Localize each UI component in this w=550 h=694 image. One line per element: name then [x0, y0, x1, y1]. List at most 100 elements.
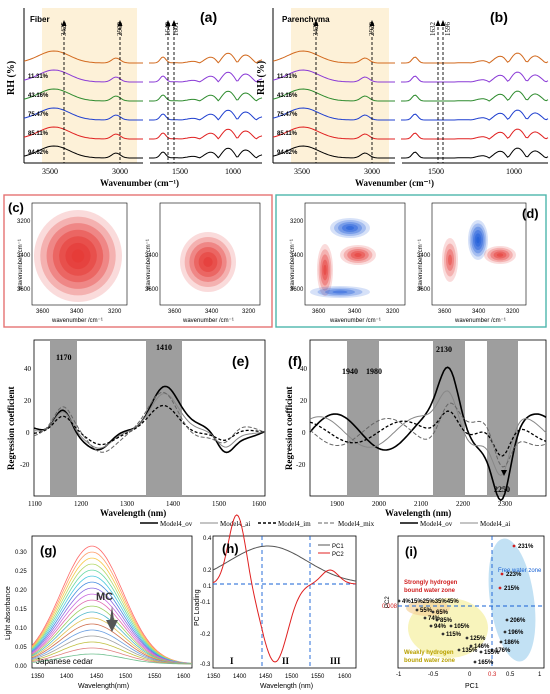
xtick-d2-2: 3200 [506, 309, 520, 315]
xtick-c2-2: 3200 [242, 309, 256, 315]
xtick-e-4: 1500 [212, 500, 227, 508]
xlabel-g: Wavelength(nm) [78, 683, 129, 690]
legend-ov: Model4_ov [160, 520, 193, 528]
scatter-label-0: 231% [518, 544, 534, 550]
ylabel-f: Regression coefficient [284, 386, 294, 470]
peak-arrow-icon-3 [440, 20, 446, 26]
spectrum-left-4 [272, 126, 395, 140]
spectrum-right-3 [401, 109, 549, 121]
ylabel-e: Regression coefficient [6, 386, 16, 470]
ylabel-h: PC Loading [194, 589, 201, 626]
spectrum-right-2 [401, 90, 549, 102]
xlabel-c1: wavenumber /cm⁻¹ [51, 318, 103, 324]
peak-e-0: 1170 [56, 353, 72, 362]
legend-pc1: PC1 [332, 544, 344, 550]
d1-blue-b-level-0 [310, 286, 370, 298]
ytick-d-2: 3600 [290, 287, 304, 293]
panel-label-a: (a) [200, 9, 217, 25]
rh-label-3: 75.47% [277, 112, 298, 118]
scatter-label-6: 176% [495, 648, 511, 654]
xlabel-d1: wavenumber /cm⁻¹ [329, 318, 381, 324]
xtick-i-3: 0.5 [506, 672, 515, 678]
scatter-point-14 [429, 624, 433, 628]
scatter-point-8 [479, 650, 483, 654]
ytick-h-7: 0.4 [203, 536, 212, 542]
xtick-h-1: 1400 [233, 674, 247, 680]
ytick-h-0: -0.3 [200, 662, 211, 668]
ytick-c2-1: 3400 [145, 253, 159, 259]
xlabel-e: Wavelength (nm) [100, 508, 166, 518]
peak-label-a-1: 2900 [116, 22, 124, 37]
zone-ii: II [282, 656, 290, 666]
xtick-g-0: 1350 [31, 674, 45, 680]
spectrum-right-0 [401, 52, 549, 64]
threshold-x: 0.3 [488, 672, 497, 678]
ylabel-d1: wavenumber /cm⁻¹ [290, 239, 296, 291]
panel-label-d: (d) [522, 206, 539, 221]
peak-arrow-icon-0 [313, 20, 319, 26]
peak-arrow-icon-1 [117, 20, 123, 26]
xtick-h-0: 1350 [207, 674, 221, 680]
ylabel-c2: wavenumber /cm⁻¹ [146, 239, 152, 291]
panel-e: (e) 1170 1410 Regression coefficient 40 … [6, 339, 267, 518]
peak-f-3: 2250 [494, 485, 510, 494]
d1-blue-b-level-1 [317, 287, 363, 297]
xtick-i-1: -0.5 [428, 672, 439, 678]
panel-label-i: (i) [405, 544, 417, 559]
xtick-b-1: 3000 [364, 167, 380, 176]
ytick-f-0: -20 [296, 461, 306, 469]
xtick-c-2: 3200 [108, 309, 122, 315]
panel-h: (h) PC1 PC2 I II III PC Loading Waveleng… [194, 514, 357, 690]
rh-label-4: 85.11% [28, 131, 49, 137]
spectrum-left-0 [272, 50, 395, 64]
spectrum-right-1 [401, 71, 549, 83]
spectrum-right-1 [149, 71, 263, 83]
ytick-e-2: 20 [24, 397, 32, 405]
spectrum-right-3 [149, 109, 263, 121]
xtick-f-1: 2000 [372, 500, 387, 508]
c2-blob-level-5 [203, 257, 213, 267]
ytick-c-2: 3600 [17, 287, 31, 293]
scatter-label-2: 215% [504, 586, 520, 592]
scatter-label-11: 125% [470, 636, 486, 642]
scatter-label-16: 74% [428, 616, 441, 622]
peak-f-1: 1980 [366, 367, 382, 376]
scatter-point-16 [423, 616, 427, 620]
regression-curve-e-2 [33, 404, 266, 446]
regression-curve-f-3 [309, 402, 547, 468]
ytick-h-5: 0.2 [203, 568, 212, 574]
peak-arrow-icon-2 [165, 20, 171, 26]
scatter-point-2 [498, 586, 502, 590]
d2-red-b-level-2 [446, 249, 454, 271]
xtick-a-0: 3500 [42, 167, 58, 176]
sample-label-b: Parenchyma [282, 15, 330, 24]
zone-strong-label-2: bound water zone [404, 588, 456, 594]
ylabel-b: RH (%) [256, 61, 267, 95]
scatter-point-19 [397, 599, 401, 603]
peak-label-b-2: 1632 [429, 22, 437, 37]
peak-f-2: 2130 [436, 345, 452, 354]
ytick-f-1: 0 [302, 429, 306, 437]
legend-ef: Model4_ov Model4_ai Model4_im Model4_mix… [140, 520, 510, 528]
xtick-e-2: 1300 [120, 500, 135, 508]
peak-label-a-0: 3425 [60, 22, 68, 37]
panel-label-f: (f) [288, 353, 302, 369]
ytick-g-6: 0.30 [15, 550, 27, 556]
xlabel-i: PC1 [465, 683, 479, 690]
rh-label-4: 85.11% [277, 131, 298, 137]
scatter-label-18: 55% [420, 608, 433, 614]
scatter-point-4 [503, 630, 507, 634]
ytick-e-0: -20 [20, 461, 30, 469]
scatter-point-15 [435, 618, 439, 622]
scatter-label-5: 186% [504, 640, 520, 646]
spectrum-right-0 [149, 52, 263, 64]
ytick-g-3: 0.15 [15, 607, 27, 613]
mc-arrow-icon [106, 606, 118, 632]
xtick-b-2: 1500 [428, 167, 444, 176]
peak-label-b-3: 1596 [444, 22, 452, 37]
zone-strong-label-1: Strongly hydrogen [404, 580, 458, 586]
xtick-d-0: 3600 [312, 309, 326, 315]
pc1-curve [212, 545, 357, 582]
zone-iii: III [330, 656, 341, 666]
scatter-point-10 [457, 648, 461, 652]
